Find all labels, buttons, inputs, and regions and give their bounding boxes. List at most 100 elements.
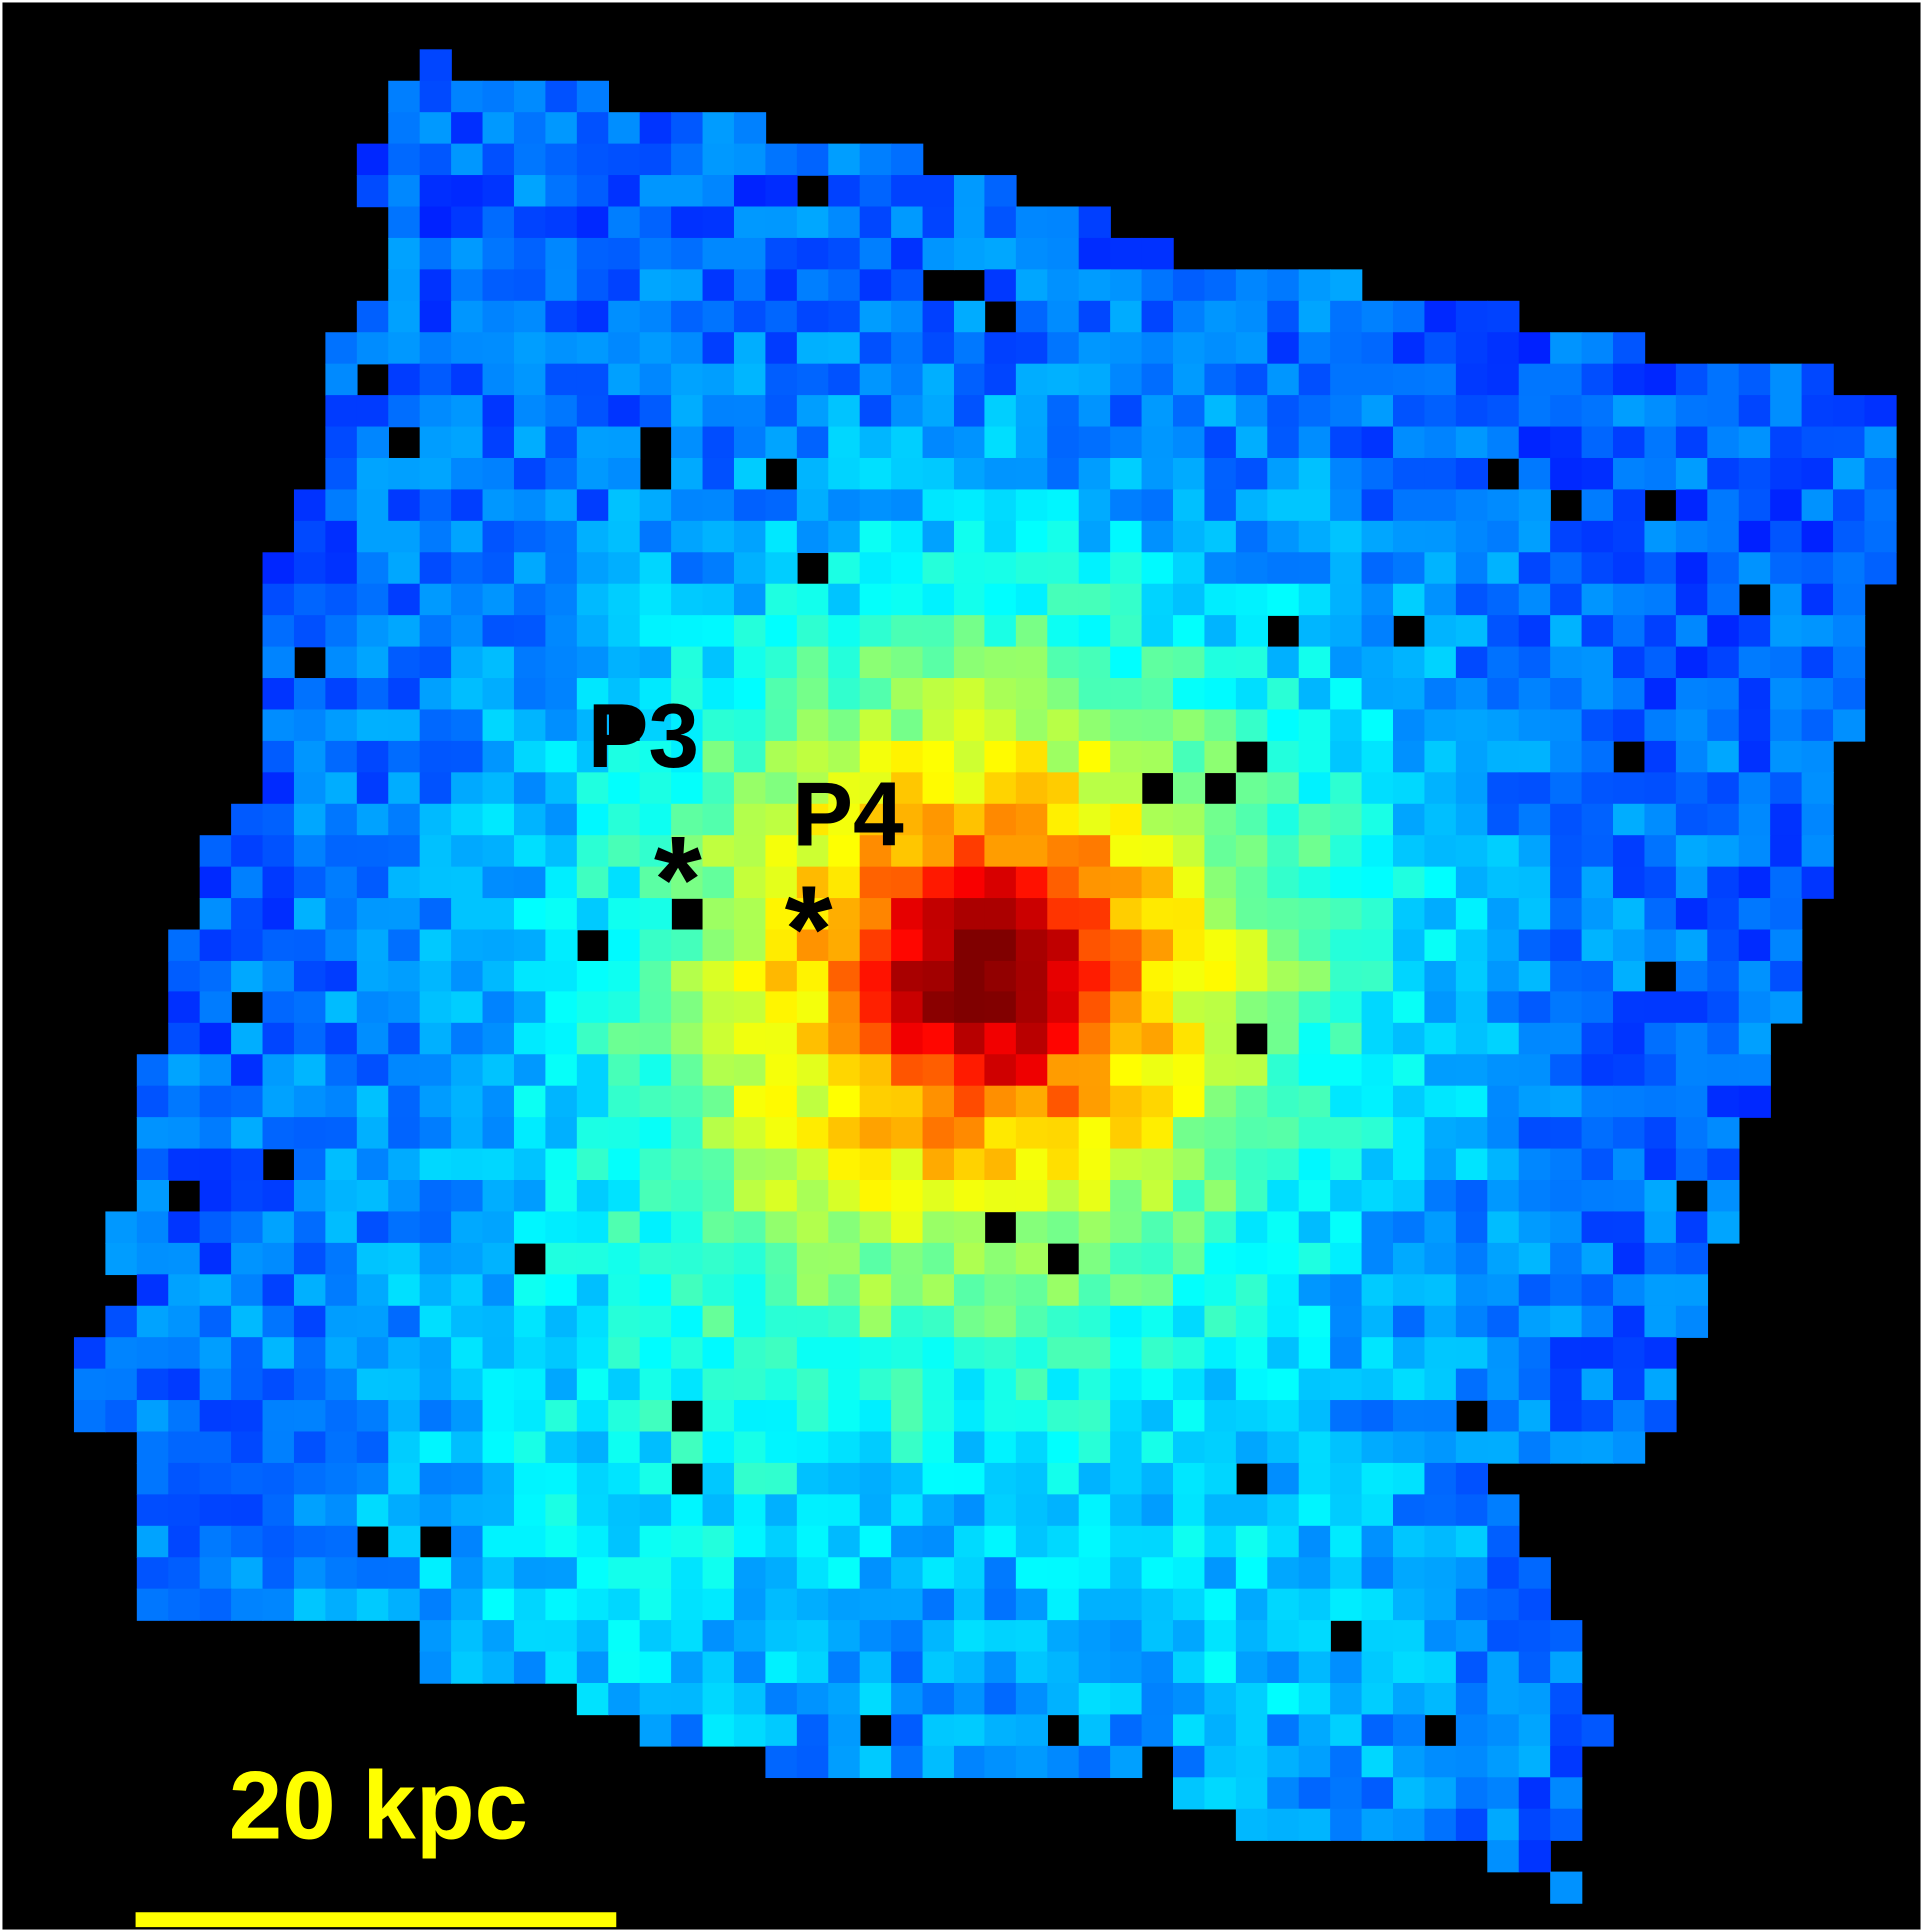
map-pixel bbox=[136, 1085, 169, 1118]
map-pixel bbox=[1267, 1431, 1300, 1464]
map-pixel bbox=[1330, 1368, 1363, 1401]
map-pixel bbox=[482, 646, 515, 679]
map-pixel bbox=[765, 1588, 798, 1621]
map-pixel bbox=[859, 332, 892, 365]
map-pixel bbox=[1644, 363, 1677, 396]
map-pixel bbox=[1235, 615, 1269, 648]
map-pixel bbox=[513, 1557, 547, 1590]
map-pixel bbox=[1361, 803, 1394, 836]
map-pixel bbox=[1172, 1211, 1206, 1244]
map-pixel bbox=[765, 520, 798, 554]
map-pixel bbox=[1110, 772, 1143, 805]
map-pixel bbox=[1424, 1651, 1457, 1684]
map-pixel bbox=[702, 237, 735, 271]
map-pixel bbox=[513, 866, 547, 899]
map-pixel bbox=[922, 520, 955, 554]
region-label: P3 bbox=[588, 685, 700, 787]
map-pixel bbox=[1298, 991, 1331, 1024]
map-pixel bbox=[1015, 1682, 1049, 1716]
map-pixel bbox=[891, 615, 924, 648]
map-pixel bbox=[1267, 269, 1300, 302]
map-pixel bbox=[828, 1117, 861, 1150]
map-pixel bbox=[859, 583, 892, 616]
map-pixel bbox=[1047, 1651, 1080, 1684]
map-pixel bbox=[859, 835, 892, 868]
map-pixel bbox=[984, 615, 1017, 648]
map-pixel bbox=[1707, 489, 1740, 522]
map-pixel bbox=[639, 1180, 672, 1213]
map-pixel bbox=[1047, 929, 1080, 962]
map-pixel bbox=[1455, 1651, 1489, 1684]
map-pixel bbox=[984, 1274, 1017, 1307]
map-pixel bbox=[1267, 835, 1300, 868]
map-pixel bbox=[451, 1400, 484, 1433]
map-pixel bbox=[1644, 1242, 1677, 1276]
map-pixel bbox=[1455, 1682, 1489, 1716]
map-pixel bbox=[419, 1305, 452, 1338]
map-pixel bbox=[1172, 1620, 1206, 1653]
map-pixel bbox=[262, 583, 295, 616]
map-pixel bbox=[1330, 1682, 1363, 1716]
map-pixel bbox=[1204, 1494, 1237, 1527]
map-pixel bbox=[733, 1494, 767, 1527]
map-pixel bbox=[356, 395, 389, 428]
map-pixel bbox=[419, 1085, 452, 1118]
map-pixel bbox=[671, 1431, 704, 1464]
map-pixel bbox=[576, 237, 609, 271]
map-pixel bbox=[1644, 740, 1677, 774]
map-pixel bbox=[702, 1242, 735, 1276]
map-pixel bbox=[451, 646, 484, 679]
map-pixel bbox=[1613, 866, 1646, 899]
map-pixel bbox=[1110, 395, 1143, 428]
map-pixel bbox=[1298, 615, 1331, 648]
map-pixel bbox=[1330, 520, 1363, 554]
map-pixel bbox=[608, 1274, 641, 1307]
map-pixel bbox=[1487, 1651, 1520, 1684]
map-pixel bbox=[984, 206, 1017, 239]
map-pixel bbox=[1078, 1714, 1111, 1747]
map-pixel bbox=[168, 1117, 201, 1150]
map-pixel bbox=[1110, 426, 1143, 459]
map-pixel bbox=[1487, 1022, 1520, 1055]
map-pixel bbox=[576, 678, 609, 711]
map-pixel bbox=[828, 1274, 861, 1307]
map-pixel bbox=[1393, 1274, 1426, 1307]
map-pixel bbox=[576, 1494, 609, 1527]
map-pixel bbox=[765, 300, 798, 333]
map-pixel bbox=[545, 457, 578, 491]
map-pixel bbox=[545, 1274, 578, 1307]
map-pixel bbox=[1424, 929, 1457, 962]
map-pixel bbox=[984, 740, 1017, 774]
map-pixel bbox=[1581, 1305, 1614, 1338]
map-pixel bbox=[1770, 457, 1803, 491]
map-pixel bbox=[1424, 1682, 1457, 1716]
map-pixel bbox=[293, 929, 327, 962]
map-pixel bbox=[1110, 678, 1143, 711]
map-pixel bbox=[1833, 583, 1866, 616]
map-pixel bbox=[1172, 552, 1206, 585]
map-pixel bbox=[545, 489, 578, 522]
map-pixel bbox=[1707, 740, 1740, 774]
map-pixel bbox=[1047, 803, 1080, 836]
map-pixel bbox=[325, 615, 358, 648]
map-pixel bbox=[1613, 489, 1646, 522]
map-pixel bbox=[1707, 960, 1740, 993]
map-pixel bbox=[1015, 1117, 1049, 1150]
map-pixel bbox=[828, 175, 861, 208]
map-pixel bbox=[419, 1337, 452, 1370]
map-pixel bbox=[639, 615, 672, 648]
map-pixel bbox=[293, 1337, 327, 1370]
map-pixel bbox=[953, 489, 986, 522]
map-pixel bbox=[922, 1682, 955, 1716]
map-pixel bbox=[1078, 363, 1111, 396]
map-pixel bbox=[356, 678, 389, 711]
map-pixel bbox=[1455, 615, 1489, 648]
map-pixel bbox=[1833, 646, 1866, 679]
map-pixel bbox=[482, 1400, 515, 1433]
map-pixel bbox=[891, 237, 924, 271]
map-pixel bbox=[1550, 709, 1583, 742]
map-pixel bbox=[1015, 269, 1049, 302]
map-pixel bbox=[639, 143, 672, 176]
map-pixel bbox=[576, 363, 609, 396]
map-pixel bbox=[356, 1588, 389, 1621]
